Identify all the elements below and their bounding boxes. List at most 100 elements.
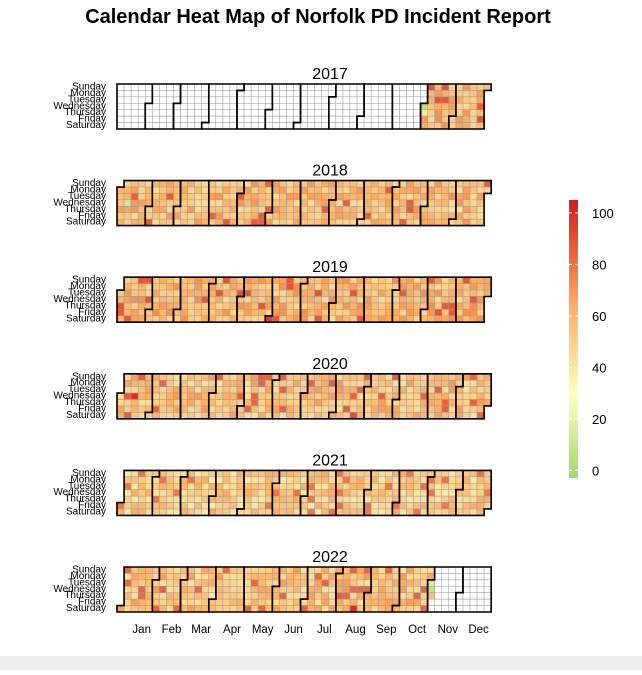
day-cell: [173, 180, 181, 188]
day-cell: [455, 283, 464, 291]
day-cell: [222, 412, 231, 420]
day-cell: [377, 598, 386, 606]
day-cell: [236, 309, 245, 317]
day-cell: [363, 592, 372, 600]
day-cell: [194, 109, 202, 117]
day-cell: [307, 96, 315, 104]
day-cell: [123, 508, 132, 516]
day-cell: [123, 115, 132, 123]
day-cell: [420, 379, 428, 387]
day-cell: [130, 218, 139, 226]
day-cell: [434, 289, 443, 297]
day-cell: [413, 386, 421, 394]
day-cell: [469, 412, 478, 420]
day-cell: [180, 386, 188, 394]
day-cell: [363, 193, 372, 201]
day-cell: [335, 508, 344, 516]
day-cell: [321, 566, 330, 574]
day-cell: [406, 579, 414, 587]
day-cell: [356, 373, 365, 381]
day-cell: [279, 598, 287, 606]
weekday-label: Wednesday: [53, 584, 106, 595]
day-cell: [159, 386, 167, 394]
day-cell: [469, 199, 478, 207]
day-cell: [413, 199, 421, 207]
day-cell: [201, 289, 210, 297]
day-cell: [180, 379, 188, 387]
day-cell: [476, 302, 485, 310]
day-cell: [137, 302, 146, 310]
day-cell: [476, 579, 485, 587]
day-cell: [180, 483, 188, 490]
day-cell: [144, 302, 153, 310]
weekday-label: Saturday: [66, 603, 106, 614]
day-cell: [208, 315, 217, 323]
day-cell: [363, 180, 372, 188]
day-cell: [342, 508, 351, 516]
legend-tick-label: 60: [592, 309, 606, 324]
day-cell: [335, 289, 344, 297]
day-cell: [377, 96, 386, 104]
day-cell: [314, 592, 322, 600]
day-cell: [152, 379, 160, 387]
bottom-strip: [0, 656, 642, 670]
day-cell: [469, 122, 478, 130]
day-cell: [152, 573, 160, 581]
day-cell: [335, 218, 344, 226]
day-cell: [441, 109, 450, 117]
day-cell: [413, 283, 421, 291]
day-cell: [434, 96, 443, 104]
day-cell: [441, 180, 450, 188]
day-cell: [265, 90, 273, 98]
day-cell: [342, 405, 351, 413]
day-cell: [448, 573, 457, 581]
day-cell: [363, 412, 372, 420]
day-cell: [265, 573, 273, 581]
day-cell: [243, 180, 252, 188]
day-cell: [356, 96, 365, 104]
day-cell: [335, 193, 344, 201]
day-cell: [152, 373, 160, 381]
day-cell: [413, 502, 421, 510]
day-cell: [328, 476, 337, 484]
day-cell: [279, 276, 287, 284]
day-cell: [243, 470, 252, 478]
day-cell: [159, 302, 167, 310]
day-cell: [392, 495, 400, 503]
month-label: Nov: [438, 624, 459, 636]
day-cell: [159, 199, 167, 207]
weekday-label: Tuesday: [68, 191, 106, 202]
day-cell: [448, 566, 457, 574]
day-cell: [307, 605, 315, 613]
day-cell: [377, 83, 386, 91]
day-cell: [420, 103, 428, 110]
day-cell: [321, 579, 330, 587]
day-cell: [483, 379, 492, 387]
day-cell: [349, 180, 358, 188]
day-cell: [272, 180, 280, 188]
day-cell: [187, 193, 195, 201]
day-cell: [300, 83, 308, 91]
day-cell: [222, 495, 231, 503]
day-cell: [130, 412, 139, 420]
day-cell: [123, 566, 132, 574]
day-cell: [420, 598, 428, 606]
day-cell: [243, 379, 252, 387]
day-cell: [385, 180, 393, 188]
day-cell: [236, 218, 245, 226]
day-cell: [173, 392, 181, 400]
day-cell: [476, 206, 485, 214]
day-cell: [265, 489, 273, 497]
day-cell: [335, 122, 344, 130]
day-cell: [173, 103, 181, 110]
day-cell: [370, 103, 379, 110]
day-cell: [159, 96, 167, 104]
day-cell: [201, 566, 210, 574]
day-cell: [307, 90, 315, 98]
day-cell: [159, 373, 167, 381]
day-cell: [300, 392, 308, 400]
day-cell: [307, 566, 315, 574]
day-cell: [123, 489, 132, 497]
day-cell: [243, 276, 252, 284]
day-cell: [476, 470, 485, 478]
